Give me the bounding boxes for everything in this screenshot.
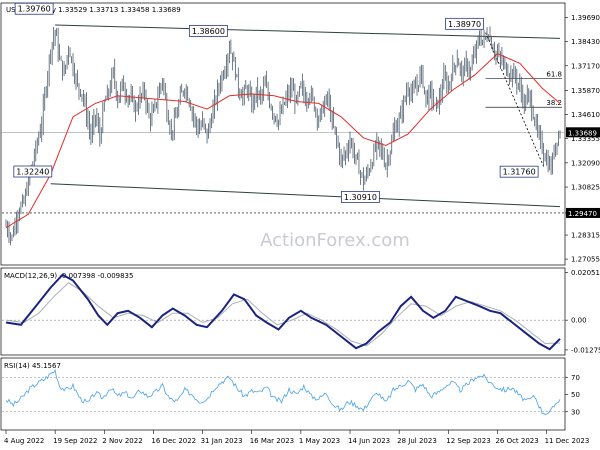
price-axis-label: 1.34610 xyxy=(571,111,600,119)
macd-line xyxy=(5,273,561,351)
price-label-text: 1.38600 xyxy=(192,27,225,36)
price-axis-label: 1.27055 xyxy=(571,256,600,264)
price-label-box xyxy=(341,191,380,203)
price-label-text: 1.31760 xyxy=(503,168,536,177)
channel-lower-line xyxy=(50,183,561,208)
price-label-box xyxy=(188,25,228,37)
price-axis-label: 1.32090 xyxy=(571,159,600,167)
price-panel-frame xyxy=(0,2,566,266)
x-axis-label: 11 Dec 2023 xyxy=(545,437,590,445)
x-axis-label: 1 May 2023 xyxy=(299,437,340,445)
axis-layer: 1.39690 1.38430 1.37170 1.35870 1.34610 1.333… xyxy=(4,14,600,445)
price-axis-label: 1.39690 xyxy=(571,14,600,22)
x-axis-label: 12 Sep 2023 xyxy=(446,437,490,445)
price-label-text: 1.32240 xyxy=(16,168,49,177)
x-axis-label: 2 Nov 2022 xyxy=(102,437,142,445)
price-label-box xyxy=(445,17,484,30)
channel-upper-line xyxy=(55,24,561,39)
price-label-text: 1.38970 xyxy=(448,20,481,29)
price-axis-label: 1.30825 xyxy=(571,184,600,192)
x-axis-label: 19 Sep 2022 xyxy=(53,437,97,445)
ema-line xyxy=(5,53,561,229)
price-axis-label: 1.38430 xyxy=(571,38,600,46)
support-level-box xyxy=(566,207,600,218)
price-label-box xyxy=(13,165,53,178)
current-price-box xyxy=(566,127,600,138)
fib-level-label: 38.2 xyxy=(546,99,562,107)
rsi-axis-label: 30 xyxy=(571,408,580,416)
rsi-axis-label: 50 xyxy=(571,391,580,399)
price-axis-label: 1.33355 xyxy=(571,135,600,143)
price-axis-label: 1.37170 xyxy=(571,62,600,70)
rsi-line xyxy=(5,368,561,415)
x-axis-label: 4 Aug 2022 xyxy=(4,437,44,445)
price-label-text: 1.39760 xyxy=(18,5,51,14)
rsi-panel-title: RSI(14) 45.1567 xyxy=(4,362,61,370)
x-axis-label: 16 Mar 2023 xyxy=(250,437,294,445)
ohlc-bars xyxy=(5,26,561,246)
macd-axis-label: -0.012755 xyxy=(571,346,600,354)
price-label-text: 1.30910 xyxy=(344,193,377,202)
x-axis-label: 31 Jan 2023 xyxy=(201,437,243,445)
x-axis-label: 28 Jul 2023 xyxy=(397,437,437,445)
macd-panel-title: MACD(12,26,9) -0.007398 -0.009835 xyxy=(4,272,133,280)
price-panel-title: USDCAD,Daily 1.33529 1.33713 1.33458 1.3… xyxy=(6,6,181,14)
x-axis-label: 14 Jun 2023 xyxy=(348,437,390,445)
x-axis-label: 26 Oct 2023 xyxy=(495,437,538,445)
support-level-label: 1.29470 xyxy=(568,210,597,218)
price-axis-label: 1.28315 xyxy=(571,232,600,240)
price-label-box xyxy=(14,2,54,15)
x-axis-label: 16 Dec 2022 xyxy=(151,437,196,445)
macd-axis-label: 0.00 xyxy=(571,317,587,325)
watermark-text: ActionForex.com xyxy=(260,230,410,251)
current-price-label: 1.33689 xyxy=(568,129,597,137)
rsi-axis-label: 70 xyxy=(571,374,580,382)
macd-panel-frame xyxy=(0,267,566,356)
price-label-box xyxy=(499,165,539,178)
price-axis-label: 1.35870 xyxy=(571,87,600,95)
fib-level-label: 61.8 xyxy=(546,71,562,79)
price-layer: 61.8 38.2 1.39760 1.38600 1.38970 1.32240 1.30… xyxy=(2,2,564,246)
macd-layer xyxy=(2,273,564,351)
macd-axis-label: 0.020518 xyxy=(571,269,600,277)
rsi-layer xyxy=(2,368,564,415)
rsi-panel-frame xyxy=(0,357,566,431)
trend-dashed-line xyxy=(485,32,544,167)
